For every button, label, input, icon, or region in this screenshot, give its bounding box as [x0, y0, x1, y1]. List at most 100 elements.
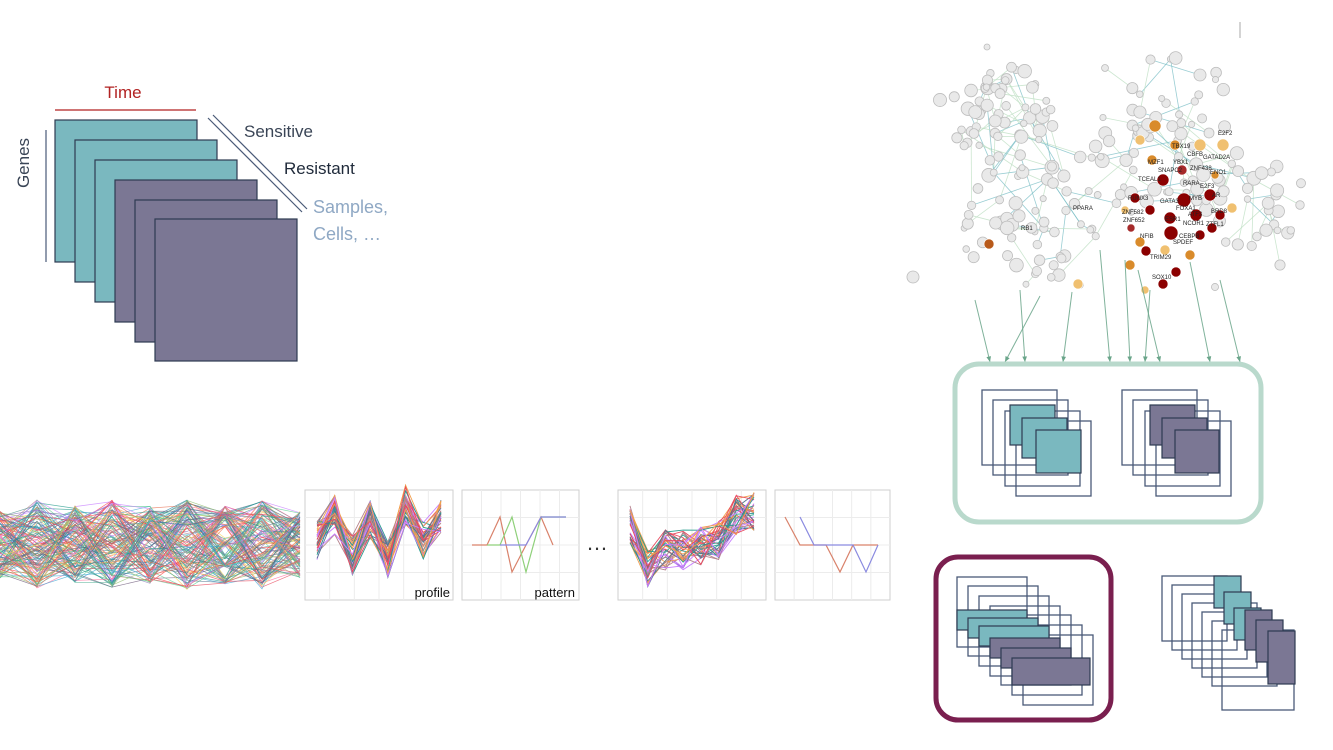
- highlighted-gene-node: [1140, 245, 1152, 257]
- network-node: [1093, 191, 1102, 199]
- network-node: [1046, 120, 1059, 132]
- profile-line: [0, 508, 301, 584]
- network-node: [1045, 104, 1056, 115]
- network-node: [1026, 81, 1039, 94]
- arrow-line: [974, 299, 991, 363]
- tensor-stack: Time Genes Sensitive Resistant Samples, …: [14, 83, 388, 362]
- network-node: [1194, 90, 1204, 100]
- gene-label: SPDEF: [1173, 240, 1193, 246]
- network-edge: [1019, 134, 1081, 158]
- gene-label: FOXA1: [1176, 206, 1196, 212]
- network-node: [975, 141, 983, 149]
- gene-label: GATAD2A: [1203, 155, 1230, 161]
- ellipsis: …: [586, 530, 608, 555]
- pattern-thumbnail: pattern: [461, 489, 580, 601]
- network-node: [1136, 90, 1144, 98]
- arrow-line: [1099, 249, 1111, 363]
- network-node: [1227, 159, 1236, 168]
- arrowhead: [1061, 356, 1067, 362]
- highlighted-gene-node: [1146, 154, 1158, 166]
- gene-label: TBX19: [1172, 144, 1191, 150]
- subtensor-group: [981, 389, 1232, 497]
- network-node: [962, 245, 970, 253]
- network-node: [1046, 273, 1056, 282]
- highlighted-gene-node: [1126, 223, 1136, 233]
- network-node: [1023, 111, 1037, 125]
- network-node: [1158, 94, 1166, 102]
- highlighted-gene-node: [983, 238, 995, 250]
- network-node: [1038, 216, 1050, 228]
- profile-line: [316, 501, 442, 579]
- gene-label: E2F2: [1218, 131, 1233, 137]
- network-node: [1047, 177, 1059, 189]
- pattern-label: pattern: [535, 585, 575, 600]
- highlighted-gene-node: [1072, 278, 1084, 290]
- profile-line: [0, 500, 301, 589]
- profile-line: [629, 493, 755, 588]
- network-node: [1266, 167, 1276, 177]
- network-node: [1229, 146, 1244, 161]
- pattern-line: [500, 516, 566, 546]
- network-node: [1147, 181, 1162, 197]
- network-node: [1048, 260, 1059, 271]
- network-node: [1119, 153, 1133, 167]
- highlighted-gene-node: [1203, 188, 1217, 202]
- network-node: [1073, 150, 1087, 164]
- gene-label: NCOR1: [1183, 221, 1205, 227]
- network-node: [1061, 205, 1071, 216]
- gene-label: SOX10: [1152, 275, 1172, 281]
- highlighted-gene-node: [1176, 192, 1192, 208]
- subtensor-stack: [1161, 575, 1296, 711]
- profile-line: [0, 516, 301, 584]
- network-node: [1114, 188, 1127, 201]
- network-node: [1232, 165, 1244, 178]
- subtensor-slice: [1011, 657, 1091, 686]
- network-edge: [1074, 159, 1127, 205]
- arrowhead: [1236, 356, 1241, 362]
- network-node: [984, 155, 996, 166]
- gene-label: SNAPC2: [1158, 168, 1183, 174]
- profile-line: [0, 506, 301, 585]
- network-node: [1274, 259, 1286, 271]
- highlighted-gene-node: [1176, 164, 1188, 176]
- gene-label: NFIB: [1140, 234, 1154, 240]
- network-node: [983, 43, 991, 51]
- network-node: [1243, 195, 1252, 203]
- network-node: [1012, 209, 1026, 223]
- network-node: [933, 93, 947, 107]
- network-node: [994, 88, 1006, 99]
- network-edge: [999, 136, 1022, 201]
- network-node: [1217, 185, 1230, 198]
- network-node: [1097, 153, 1105, 161]
- network-node: [972, 183, 984, 194]
- network-node: [1128, 165, 1138, 175]
- genes-label: Genes: [14, 138, 33, 188]
- network-node: [1009, 257, 1024, 273]
- profile-thumbnail-2: [617, 489, 767, 601]
- network-edge: [1059, 210, 1067, 257]
- network-node: [951, 132, 963, 144]
- network-node: [1035, 135, 1043, 144]
- profile-line: [629, 510, 755, 563]
- network-node: [963, 209, 974, 220]
- network-node: [1179, 178, 1189, 187]
- profile-line: [0, 508, 301, 583]
- highlighted-gene-node: [1184, 249, 1196, 261]
- network-node: [1057, 169, 1071, 183]
- highlighted-gene-node: [1189, 208, 1203, 222]
- network-node: [1111, 198, 1122, 209]
- network-node: [1196, 167, 1211, 182]
- profile-line: [0, 512, 301, 586]
- network-node: [1175, 110, 1184, 119]
- network-node: [982, 83, 991, 91]
- network-node: [1296, 178, 1306, 189]
- network-node: [968, 105, 983, 119]
- subnetwork-panel: [952, 361, 1264, 525]
- arrow-line: [1189, 261, 1211, 363]
- network-node: [1056, 253, 1067, 264]
- resistant-label: Resistant: [284, 159, 355, 178]
- network-node: [993, 131, 1003, 141]
- network-node: [1231, 238, 1244, 251]
- profile-line: [316, 508, 442, 568]
- samples-axis-line: [212, 114, 308, 210]
